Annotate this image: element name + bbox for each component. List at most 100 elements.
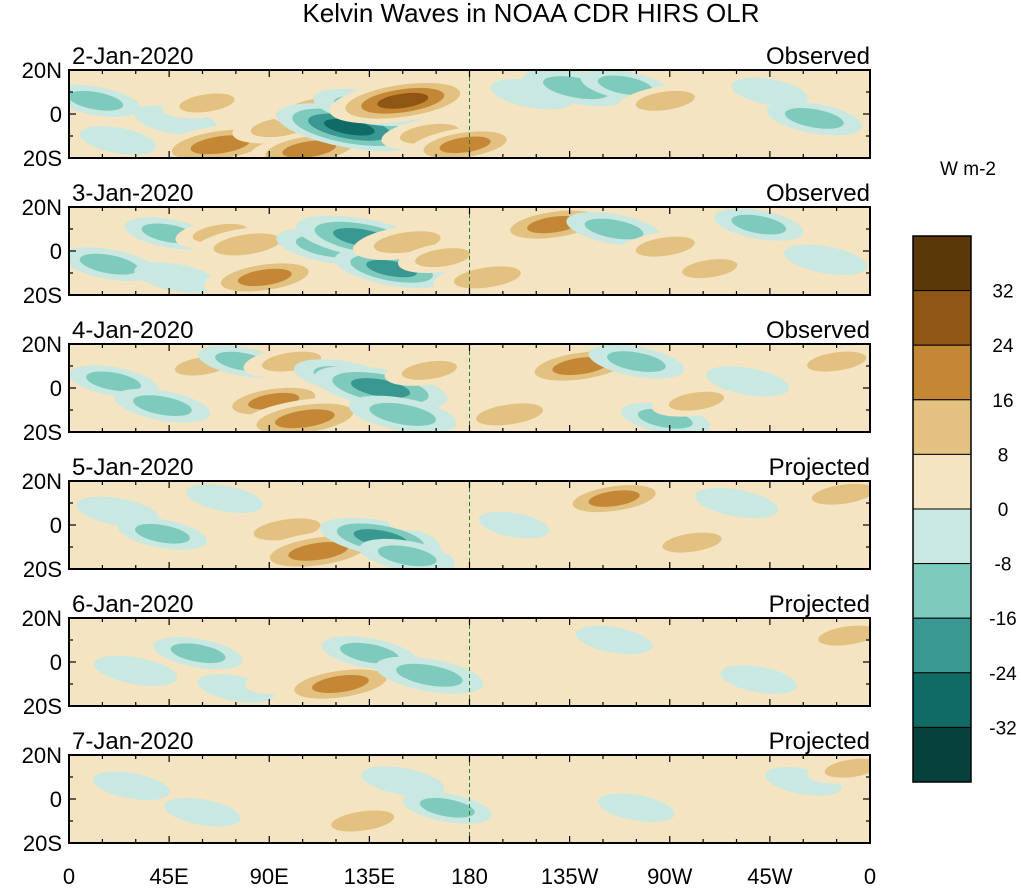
panel-status: Observed (766, 180, 870, 207)
anomaly-blob (377, 545, 437, 567)
colorbar-units: W m-2 (940, 159, 996, 180)
colorbar-bin (912, 453, 972, 510)
colorbar: W m-2 32 24 16 8 0 -8 -16 -24 -32 (912, 159, 1017, 783)
x-tick-label: 45E (150, 864, 189, 888)
anomaly-blob (671, 109, 749, 137)
colorbar-bin (912, 726, 972, 783)
y-tick-label: 0 (50, 239, 62, 264)
y-tick-label: 20N (22, 58, 62, 83)
y-tick-label: 20N (22, 606, 62, 631)
panel-date: 2-Jan-2020 (72, 43, 193, 70)
panel-date: 5-Jan-2020 (72, 454, 193, 481)
anomaly-blob (706, 366, 790, 397)
anomaly-blob (784, 107, 844, 129)
x-axis: 0 45E 90E 135E 180 135W 90W 45W 0 (63, 864, 876, 888)
anomaly-blob (682, 259, 738, 279)
anomaly-blob (668, 391, 725, 411)
anomaly-blob (275, 409, 335, 429)
anomaly-blob (190, 135, 251, 155)
panel-status: Observed (766, 43, 870, 70)
anomaly-blob (635, 236, 695, 257)
x-tick-label: 135W (541, 864, 599, 888)
anomaly-blob (377, 92, 429, 109)
anomaly-blob (369, 402, 437, 426)
panel-5: 20N 0 20S 6-Jan-2020 Projected (22, 591, 871, 719)
anomaly-blob (339, 642, 399, 664)
x-tick-label: 45W (747, 864, 792, 888)
anomaly-blob (312, 674, 369, 694)
anomaly-blob (597, 75, 653, 96)
colorbar-tick-label: 24 (992, 336, 1014, 357)
panel-2: 20N 0 20S 3-Jan-2020 Observed (22, 180, 871, 308)
anomaly-blob (301, 493, 379, 522)
colorbar-tick-label: 0 (998, 500, 1009, 521)
colorbar-tick-label: 16 (992, 391, 1013, 412)
y-tick-label: 20N (22, 469, 62, 494)
colorbar-bin (912, 399, 972, 455)
panel-date: 4-Jan-2020 (72, 317, 193, 344)
anomaly-field (93, 755, 870, 840)
y-tick-label: 0 (50, 102, 62, 127)
colorbar-tick-label: -16 (989, 609, 1016, 630)
chart-title: Kelvin Waves in NOAA CDR HIRS OLR (302, 0, 759, 28)
anomaly-blob (439, 136, 491, 154)
y-tick-label: 20S (23, 420, 62, 445)
anomaly-blob (387, 501, 472, 531)
anomaly-blob (86, 371, 141, 392)
y-tick-label: 20N (22, 332, 62, 357)
anomaly-blob (69, 90, 124, 111)
anomaly-blob (79, 126, 157, 155)
anomaly-blob (584, 218, 644, 240)
colorbar-bin (912, 672, 972, 728)
anomaly-field (76, 481, 870, 569)
panel-4: 20N 0 20S 5-Jan-2020 Projected (22, 454, 871, 582)
panel-status: Projected (769, 454, 870, 481)
panel-6: 20N 0 20S 7-Jan-2020 Projected (22, 728, 871, 856)
anomaly-blob (824, 758, 870, 778)
panels-group: 20N 0 20S 2-Jan-2020 Observed 20N 0 20S 3-Jan-20… (22, 43, 871, 856)
anomaly-blob (500, 764, 572, 790)
anomaly-blob (635, 90, 695, 111)
anomaly-blob (170, 643, 226, 664)
anomaly-blob (93, 771, 170, 801)
anomaly-blob (264, 772, 342, 800)
anomaly-blob (784, 244, 867, 275)
x-tick-label: 180 (451, 864, 488, 888)
anomaly-blob (731, 77, 809, 107)
panel-date: 3-Jan-2020 (72, 180, 193, 207)
anomaly-field (69, 70, 863, 158)
anomaly-blob (478, 511, 550, 539)
panel-date: 6-Jan-2020 (72, 591, 193, 618)
colorbar-bin (912, 235, 972, 292)
anomaly-blob (186, 484, 264, 513)
colorbar-bin (912, 563, 972, 619)
anomaly-blob (134, 262, 218, 293)
y-tick-label: 0 (50, 650, 62, 675)
anomaly-blob (79, 253, 139, 275)
panel-1: 20N 0 20S 2-Jan-2020 Observed (22, 43, 871, 171)
anomaly-blob (179, 93, 235, 113)
anomaly-blob (720, 665, 798, 694)
anomaly-blob (213, 233, 281, 256)
anomaly-blob (588, 490, 640, 507)
anomaly-blob (419, 797, 475, 818)
colorbar-tick-label: -32 (989, 718, 1016, 739)
anomaly-blob (401, 360, 458, 380)
anomaly-blob (133, 395, 192, 417)
anomaly-blob (396, 663, 463, 687)
anomaly-blob (476, 403, 543, 426)
colorbar-bin (912, 508, 972, 565)
panel-status: Projected (769, 591, 870, 618)
x-tick-label: 0 (63, 864, 75, 888)
colorbar-frame (912, 235, 972, 783)
colorbar-tick-label: 8 (998, 445, 1009, 466)
y-tick-label: 20S (23, 694, 62, 719)
panel-3: 20N 0 20S 4-Jan-2020 Observed (22, 317, 871, 445)
anomaly-blob (598, 793, 675, 823)
anomaly-blob (478, 635, 550, 662)
colorbar-tick-label: -8 (995, 555, 1012, 576)
y-tick-label: 20S (23, 283, 62, 308)
anomaly-blob (331, 810, 395, 832)
anomaly-blob (695, 487, 778, 519)
